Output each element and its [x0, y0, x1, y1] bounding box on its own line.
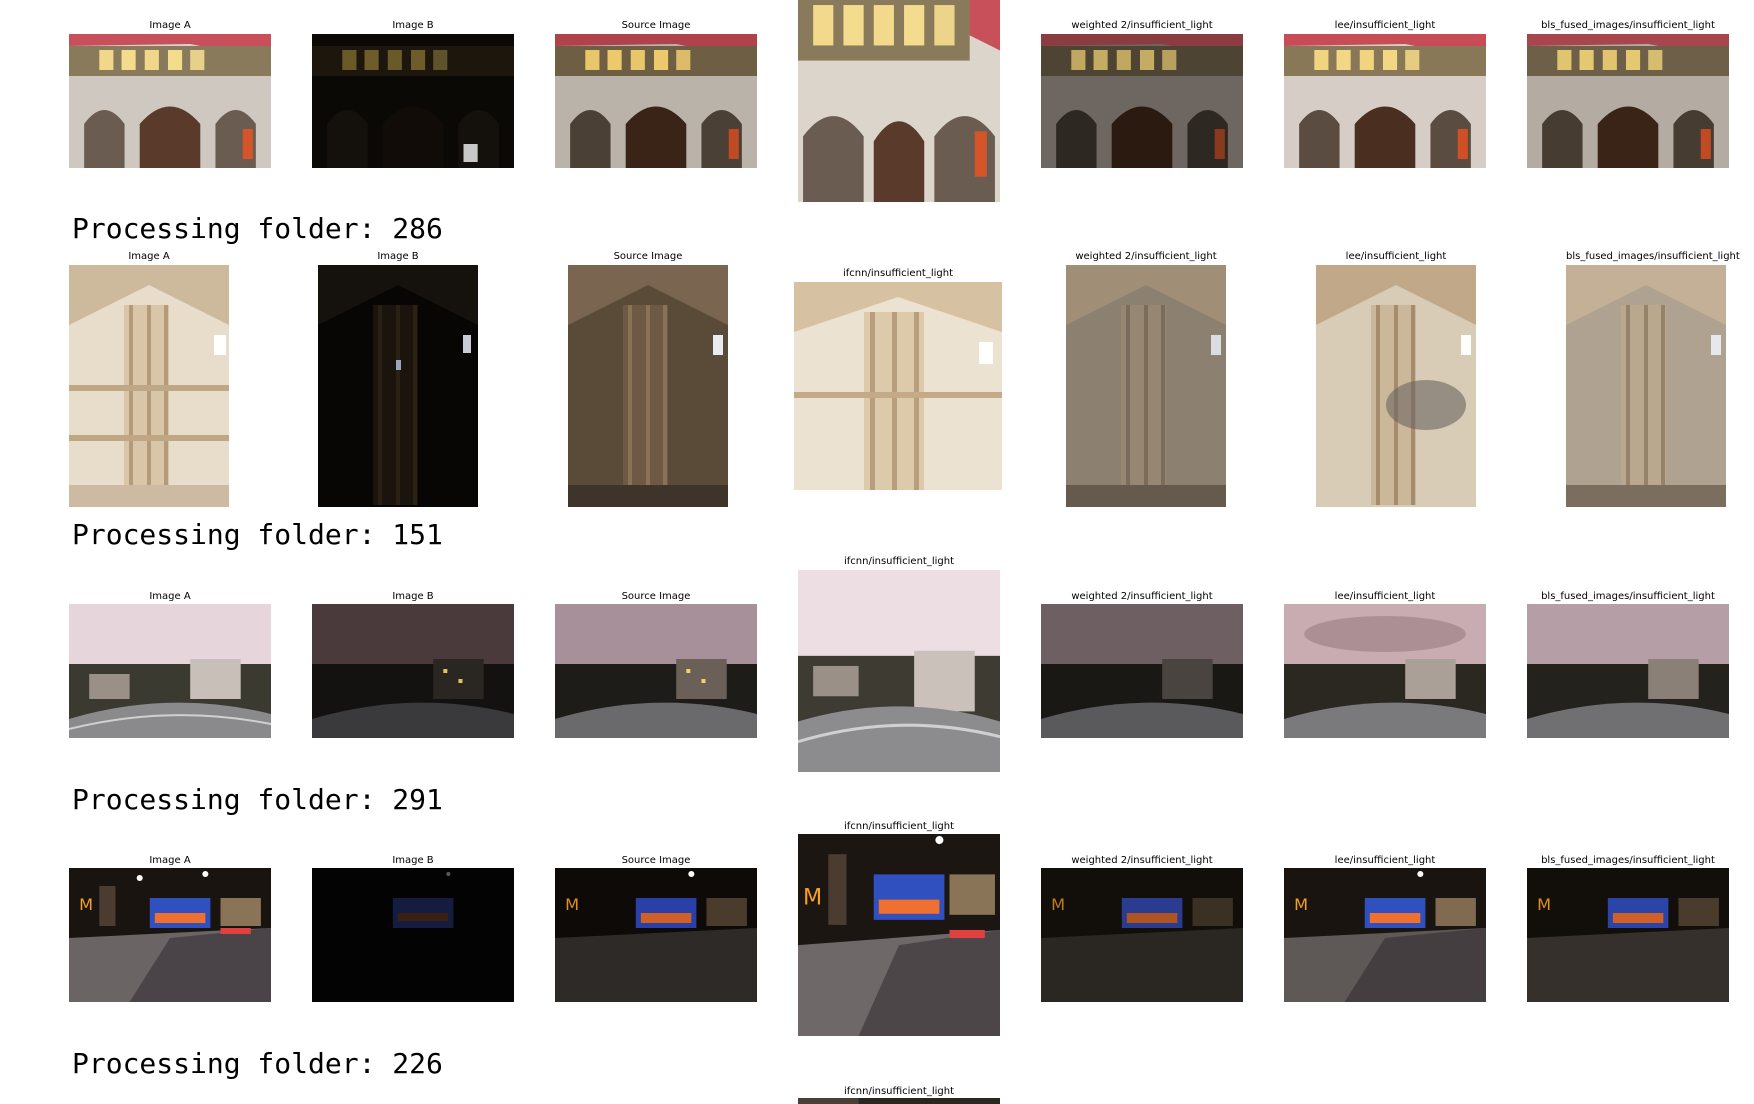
image-thumbnail: M	[1041, 868, 1243, 1002]
image-thumbnail	[794, 282, 1002, 490]
caption-lee: lee/insufficient_light	[1345, 251, 1447, 262]
caption-source: Source Image	[613, 251, 683, 262]
svg-text:M: M	[1051, 895, 1065, 914]
folder-heading: Processing folder: 286	[72, 212, 443, 245]
image-thumbnail	[1566, 265, 1726, 507]
image-thumbnail	[318, 265, 478, 507]
caption-weighted: weighted 2/insufficient_light	[1071, 591, 1213, 602]
image-thumbnail	[555, 604, 757, 738]
svg-text:M: M	[803, 885, 822, 911]
caption-image-b: Image B	[392, 591, 434, 602]
caption-image-a: Image A	[149, 855, 191, 866]
image-thumbnail	[1527, 604, 1729, 738]
caption-bls: bls_fused_images/insufficient_light	[1541, 855, 1715, 866]
image-thumbnail	[1284, 34, 1486, 168]
image-thumbnail: M	[555, 868, 757, 1002]
caption-ifcnn: ifcnn/insufficient_light	[843, 821, 955, 832]
image-thumbnail	[798, 570, 1000, 772]
image-thumbnail	[1066, 265, 1226, 507]
image-thumbnail	[312, 868, 514, 1002]
caption-lee: lee/insufficient_light	[1334, 20, 1436, 31]
image-thumbnail	[1041, 604, 1243, 738]
image-thumbnail	[1284, 604, 1486, 738]
image-thumbnail: M	[1284, 868, 1486, 1002]
caption-image-a: Image A	[128, 251, 170, 262]
caption-bls: bls_fused_images/insufficient_light	[1541, 20, 1715, 31]
image-thumbnail	[555, 34, 757, 168]
image-thumbnail: M	[1527, 868, 1729, 1002]
image-thumbnail	[312, 604, 514, 738]
caption-image-b: Image B	[392, 20, 434, 31]
image-thumbnail	[69, 265, 229, 507]
folder-heading: Processing folder: 151	[72, 518, 443, 551]
caption-source: Source Image	[621, 591, 691, 602]
caption-image-b: Image B	[392, 855, 434, 866]
image-thumbnail	[1527, 34, 1729, 168]
image-thumbnail	[312, 34, 514, 168]
svg-text:M: M	[79, 895, 93, 914]
image-thumbnail	[568, 265, 728, 507]
svg-text:M: M	[1537, 895, 1551, 914]
image-thumbnail	[798, 1098, 1000, 1104]
folder-heading: Processing folder: 226	[72, 1047, 443, 1080]
folder-heading: Processing folder: 291	[72, 783, 443, 816]
caption-ifcnn: ifcnn/insufficient_light	[842, 268, 954, 279]
caption-ifcnn: ifcnn/insufficient_light	[843, 556, 955, 567]
caption-weighted: weighted 2/insufficient_light	[1071, 20, 1213, 31]
caption-image-b: Image B	[377, 251, 419, 262]
image-thumbnail	[69, 604, 271, 738]
image-thumbnail: M	[798, 834, 1000, 1036]
image-thumbnail: M	[69, 868, 271, 1002]
svg-text:M: M	[1294, 895, 1308, 914]
caption-weighted: weighted 2/insufficient_light	[1071, 855, 1213, 866]
caption-source: Source Image	[621, 20, 691, 31]
caption-source: Source Image	[621, 855, 691, 866]
svg-text:M: M	[565, 895, 579, 914]
caption-lee: lee/insufficient_light	[1334, 591, 1436, 602]
caption-bls: bls_fused_images/insufficient_light	[1541, 591, 1715, 602]
caption-image-a: Image A	[149, 20, 191, 31]
image-thumbnail	[798, 0, 1000, 202]
caption-bls: bls_fused_images/insufficient_light	[1566, 251, 1740, 262]
image-thumbnail	[1316, 265, 1476, 507]
image-thumbnail	[69, 34, 271, 168]
caption-weighted: weighted 2/insufficient_light	[1075, 251, 1217, 262]
caption-image-a: Image A	[149, 591, 191, 602]
caption-ifcnn: ifcnn/insufficient_light	[843, 1086, 955, 1097]
caption-lee: lee/insufficient_light	[1334, 855, 1436, 866]
image-thumbnail	[1041, 34, 1243, 168]
